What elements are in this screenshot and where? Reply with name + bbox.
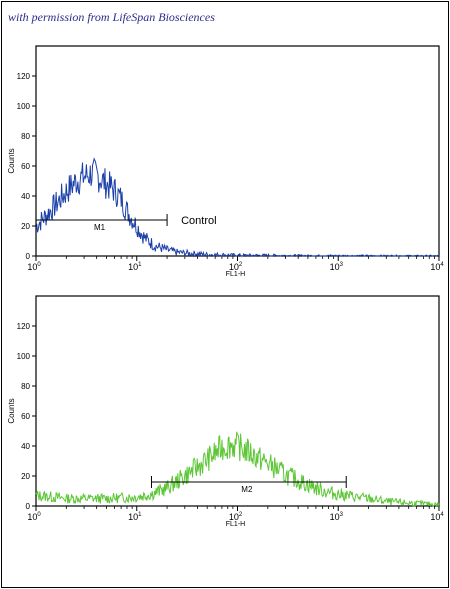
control-histogram-chart: 0 20 40 60 80 100 120 100 101 102 103 104 FL1-H Count…: [7, 45, 444, 278]
histogram-series: [35, 431, 440, 508]
histogram-series: [35, 157, 440, 258]
x-tick-label: 103: [330, 512, 344, 522]
y-tick-label: 120: [17, 322, 31, 331]
y-tick-label: 20: [21, 222, 30, 231]
y-tick-label: 80: [21, 382, 30, 391]
sample-histogram-chart: 0 20 40 60 80 100 120 100 101 102 103 104 FL1-H Count…: [7, 295, 444, 528]
x-tick-label: 100: [27, 262, 41, 272]
y-tick-label: 60: [21, 162, 30, 171]
x-axis-label: FL1-H: [226, 271, 245, 278]
x-axis-label: FL1-H: [226, 521, 245, 528]
control-annotation: Control: [181, 215, 216, 227]
y-tick-label: 100: [17, 352, 31, 361]
y-axis-label: Counts: [7, 398, 16, 423]
x-tick-label: 102: [229, 262, 243, 272]
y-axis-label: Counts: [7, 148, 16, 173]
y-tick-label: 0: [26, 502, 31, 511]
y-tick-label: 120: [17, 72, 31, 81]
y-tick-label: 80: [21, 132, 30, 141]
x-tick-label: 102: [229, 512, 243, 522]
gate-marker-label: M1: [94, 223, 106, 232]
x-tick-label: 101: [128, 262, 142, 272]
x-tick-label: 101: [128, 512, 142, 522]
x-tick-label: 104: [430, 512, 444, 522]
y-tick-label: 60: [21, 412, 30, 421]
x-tick-label: 100: [27, 512, 41, 522]
y-tick-label: 100: [17, 102, 31, 111]
plot-frame: [35, 295, 440, 507]
y-tick-label: 0: [26, 252, 31, 261]
y-tick-label: 20: [21, 472, 30, 481]
permission-note: with permission from LifeSpan Bioscience…: [8, 10, 215, 24]
x-tick-label: 103: [330, 262, 344, 272]
gate-marker-label: M2: [241, 485, 253, 494]
x-tick-label: 104: [430, 262, 444, 272]
y-tick-label: 40: [21, 192, 30, 201]
y-tick-label: 40: [21, 442, 30, 451]
